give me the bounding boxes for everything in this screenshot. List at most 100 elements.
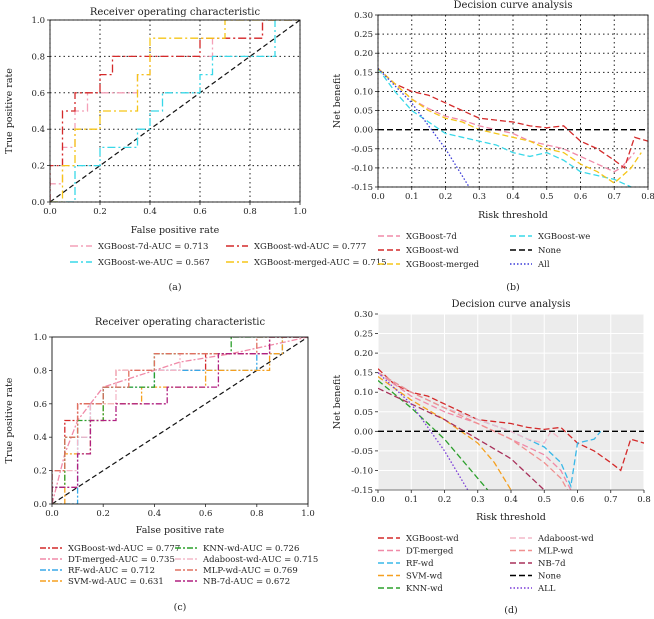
x-tick-label: 0.4	[506, 192, 520, 202]
y-tick-label: 0.4	[31, 125, 45, 135]
x-tick-label: 1.0	[293, 207, 307, 217]
legend-label: ALL	[537, 584, 556, 594]
x-tick-label: 0.1	[404, 495, 418, 505]
axes-frame	[49, 19, 301, 203]
y-tick-label: 1.0	[33, 333, 47, 343]
chart-title: Receiver operating characteristic	[90, 7, 261, 18]
x-tick-label: 0.3	[472, 192, 486, 202]
y-axis-label: True positive rate	[4, 68, 15, 154]
legend-label: XGBoost-wd	[406, 534, 459, 544]
series-line-xgboost-merged	[50, 20, 300, 202]
x-tick-label: 0.0	[45, 509, 59, 519]
x-tick-label: 0.3	[471, 495, 485, 505]
y-tick-label: -0.10	[351, 466, 373, 476]
legend-label: None	[538, 572, 561, 582]
legend-label: DT-merged	[406, 547, 454, 557]
y-tick-label: 0.15	[354, 68, 373, 78]
x-tick-label: 0.4	[143, 207, 157, 217]
chart-title: Decision curve analysis	[454, 0, 573, 11]
x-axis-label: False positive rate	[131, 225, 220, 236]
series-line-xgboost-7d	[378, 68, 635, 173]
legend-label: RF-wd-AUC = 0.712	[68, 566, 155, 576]
reference-diagonal	[51, 336, 309, 505]
y-tick-label: 0.10	[354, 388, 373, 398]
x-tick-label: 0.6	[574, 192, 588, 202]
chart-title: Receiver operating characteristic	[95, 317, 266, 328]
x-tick-label: 0.5	[537, 495, 551, 505]
x-axis-label: Risk threshold	[476, 512, 546, 523]
series-line-knn-wd	[378, 379, 489, 490]
x-tick-label: 0.7	[607, 192, 621, 202]
legend-label: XGBoost-wd	[406, 246, 459, 256]
chart-title: Decision curve analysis	[452, 299, 571, 310]
legend-label: XGBoost-merged-AUC = 0.715	[254, 258, 387, 268]
x-tick-label: 0.8	[243, 207, 257, 217]
y-axis-label: Net benefit	[332, 375, 343, 430]
legend-label: XGBoost-wd-AUC = 0.777	[254, 242, 366, 252]
legend-label: KNN-wd-AUC = 0.726	[203, 544, 299, 554]
y-tick-label: 0.25	[354, 30, 373, 40]
x-tick-label: 0.8	[641, 192, 654, 202]
legend-label: XGBoost-we-AUC = 0.567	[98, 258, 210, 268]
x-tick-label: 0.8	[637, 495, 651, 505]
x-tick-label: 0.2	[93, 207, 107, 217]
y-axis-label: Net benefit	[332, 74, 343, 129]
y-tick-label: 0.10	[354, 87, 373, 97]
y-tick-label: 0.05	[354, 408, 373, 418]
panel-caption: (c)	[174, 602, 187, 613]
x-tick-label: 0.5	[540, 192, 554, 202]
legend-label: XGBoost-7d	[406, 232, 457, 242]
axes-frame	[51, 336, 309, 505]
legend-label: MLP-wd	[538, 547, 574, 557]
panel-caption: (a)	[168, 282, 181, 293]
legend-label: Adaboost-wd	[537, 534, 594, 544]
x-tick-label: 0.2	[439, 192, 453, 202]
series-group	[52, 337, 308, 504]
series-line-all	[378, 372, 469, 490]
series-line-xgboost-we	[378, 68, 632, 187]
legend-label: RF-wd	[406, 559, 434, 569]
x-axis-label: Risk threshold	[478, 210, 548, 221]
y-tick-label: -0.15	[351, 486, 373, 496]
series-line-xgboost-wd	[378, 368, 644, 472]
series-group	[378, 68, 648, 187]
y-tick-label: 0.8	[31, 52, 45, 62]
x-tick-label: 0.6	[571, 495, 585, 505]
x-tick-label: 0.1	[405, 192, 419, 202]
x-tick-label: 0.0	[371, 192, 385, 202]
series-group	[50, 20, 300, 202]
y-tick-label: 0.20	[354, 49, 373, 59]
legend-label: XGBoost-we	[538, 232, 590, 242]
y-tick-label: 1.0	[31, 16, 45, 26]
legend-label: None	[538, 246, 561, 256]
y-tick-label: 0.6	[31, 89, 45, 99]
x-tick-label: 0.2	[438, 495, 452, 505]
series-line-xgboost-wd	[378, 68, 648, 169]
y-tick-label: 0.8	[33, 366, 47, 376]
x-tick-label: 0.6	[193, 207, 207, 217]
series-group	[378, 368, 644, 490]
x-tick-label: 0.4	[148, 509, 162, 519]
legend-label: All	[537, 260, 550, 270]
x-tick-label: 0.4	[504, 495, 518, 505]
x-tick-label: 0.0	[43, 207, 57, 217]
series-line-xgboost-wd	[50, 20, 300, 202]
y-tick-label: 0.6	[33, 400, 47, 410]
x-axis-label: False positive rate	[136, 525, 225, 536]
reference-diagonal	[49, 19, 301, 203]
y-tick-label: -0.05	[351, 145, 373, 155]
x-tick-label: 0.2	[96, 509, 110, 519]
series-line-mlp-wd	[378, 372, 569, 490]
y-tick-label: -0.10	[351, 164, 373, 174]
y-tick-label: -0.05	[351, 447, 373, 457]
y-tick-label: 0.30	[354, 11, 373, 21]
y-tick-label: 0.00	[354, 126, 373, 136]
legend-label: MLP-wd-AUC = 0.769	[203, 566, 298, 576]
legend-label: Adaboost-wd-AUC = 0.715	[202, 555, 318, 565]
legend-label: NB-7d-AUC = 0.672	[203, 577, 290, 587]
x-tick-label: 0.0	[371, 495, 385, 505]
legend-label: XGBoost-merged	[406, 260, 480, 270]
x-tick-label: 0.7	[604, 495, 618, 505]
series-line-xgboost-we	[50, 20, 300, 202]
